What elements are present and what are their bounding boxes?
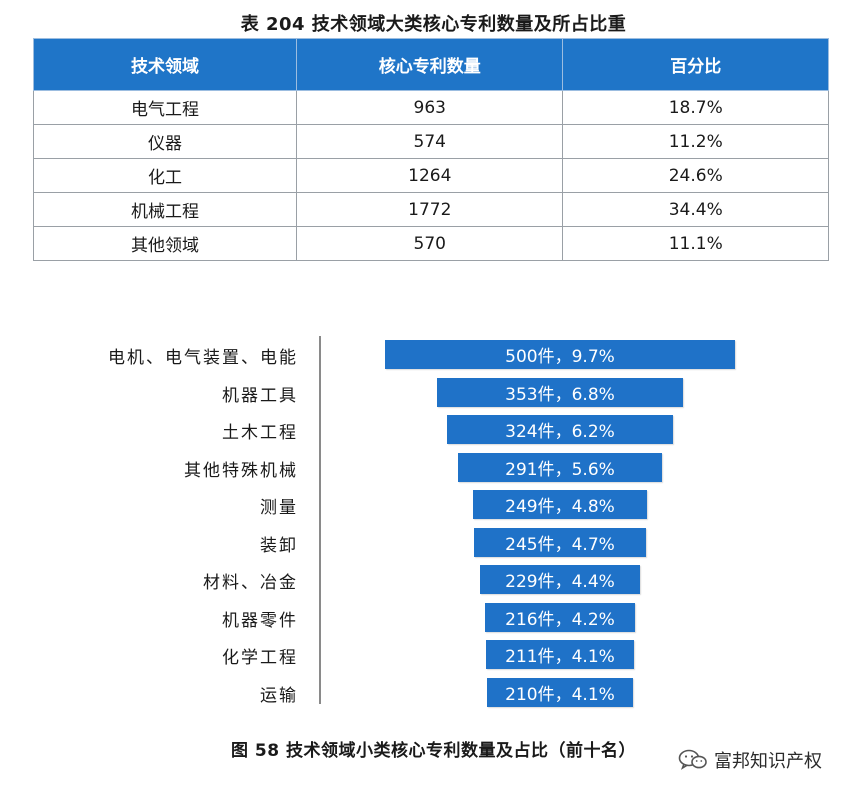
category-label: 化学工程: [222, 648, 298, 668]
cell-percent: 11.2%: [562, 124, 829, 159]
bar: 353件，6.8%: [436, 377, 684, 407]
header-tech-field: 技术领域: [32, 38, 298, 91]
category-label: 机器零件: [222, 610, 298, 631]
bar: 249件，4.8%: [472, 490, 648, 519]
table-row: 仪器 574 11.2%: [32, 124, 829, 159]
category-label: 土木工程: [222, 423, 298, 443]
category-label: 测量: [260, 498, 298, 518]
bar-data-label: 229件，4.4%: [505, 572, 615, 592]
bar: 500件，9.7%: [385, 340, 735, 369]
bar-data-label: 324件，6.2%: [505, 422, 615, 442]
cell-field: 电气工程: [32, 90, 298, 125]
subfield-funnel-chart: 电机、电气装置、电能 500件，9.7% 机器工具 353件，6.8% 土木工程 324件…: [0, 330, 867, 710]
category-label: 机器工具: [222, 385, 298, 406]
bar: 245件，4.7%: [474, 527, 646, 557]
cell-percent: 24.6%: [562, 158, 829, 193]
cell-percent: 18.7%: [562, 90, 829, 125]
table-row: 化工 1264 24.6%: [32, 158, 829, 193]
category-axis-line: [319, 336, 321, 704]
cell-count: 963: [296, 90, 564, 125]
cell-percent: 34.4%: [562, 192, 829, 227]
cell-field: 化工: [32, 158, 298, 193]
cell-field: 其他领域: [32, 226, 298, 261]
cell-count: 570: [296, 226, 564, 261]
bar-data-label: 216件，4.2%: [505, 609, 615, 630]
watermark-text: 富邦知识产权: [714, 751, 822, 772]
header-patent-count: 核心专利数量: [296, 38, 564, 91]
figure-caption: 图 58 技术领域小类核心专利数量及占比（前十名）: [231, 741, 636, 761]
category-label: 运输: [260, 685, 298, 706]
bar: 210件，4.1%: [486, 677, 634, 707]
bar: 211件，4.1%: [486, 640, 634, 669]
bar-data-label: 291件，5.6%: [505, 459, 615, 480]
bar-data-label: 210件，4.1%: [505, 684, 615, 705]
table-header-row: 技术领域 核心专利数量 百分比: [32, 38, 829, 91]
watermark: 富邦知识产权: [678, 747, 822, 773]
table-row: 其他领域 570 11.1%: [32, 226, 829, 261]
category-label: 电机、电气装置、电能: [108, 348, 298, 368]
header-percentage: 百分比: [562, 38, 829, 91]
bar-data-label: 353件，6.8%: [505, 384, 615, 405]
table-row: 电气工程 963 18.7%: [32, 90, 829, 125]
cell-count: 574: [296, 124, 564, 159]
bar: 324件，6.2%: [446, 415, 674, 444]
category-label: 装卸: [260, 535, 298, 556]
bar-data-label: 245件，4.7%: [505, 534, 615, 555]
core-patent-table: 技术领域 核心专利数量 百分比 电气工程 963 18.7% 仪器 574 11…: [32, 38, 829, 261]
cell-count: 1772: [296, 192, 564, 227]
bar-data-label: 211件，4.1%: [505, 647, 615, 667]
bar: 216件，4.2%: [484, 602, 636, 632]
cell-field: 机械工程: [32, 192, 298, 227]
table-row: 机械工程 1772 34.4%: [32, 192, 829, 227]
bar: 291件，5.6%: [458, 452, 662, 482]
bar: 229件，4.4%: [479, 565, 641, 594]
bar-data-label: 249件，4.8%: [505, 497, 615, 517]
cell-percent: 11.1%: [562, 226, 829, 261]
cell-field: 仪器: [32, 124, 298, 159]
wechat-icon: [678, 749, 707, 770]
category-label: 材料、冶金: [203, 573, 298, 593]
table-title: 表 204 技术领域大类核心专利数量及所占比重: [240, 14, 627, 35]
category-label: 其他特殊机械: [184, 460, 298, 481]
bar-data-label: 500件，9.7%: [505, 347, 615, 367]
cell-count: 1264: [296, 158, 564, 193]
